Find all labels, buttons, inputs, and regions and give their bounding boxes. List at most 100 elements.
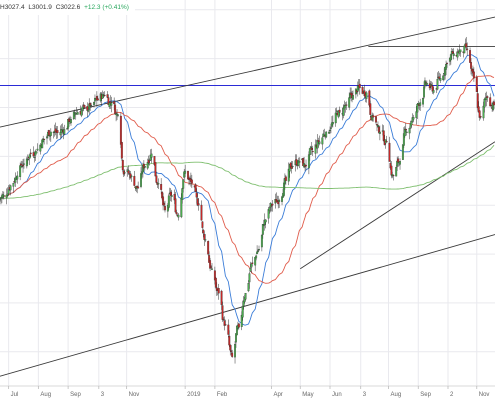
candle-down xyxy=(251,262,254,264)
candle-down xyxy=(190,179,193,184)
time-axis-label: Nov xyxy=(129,392,140,398)
candle-up xyxy=(422,98,425,105)
candle-down xyxy=(174,198,177,213)
candle-up xyxy=(283,182,285,196)
candle-up xyxy=(7,189,10,194)
candle-up xyxy=(288,164,291,172)
candle-up xyxy=(235,333,237,343)
candle-up xyxy=(167,195,170,208)
candle-up xyxy=(35,151,38,154)
candle-up xyxy=(170,195,173,197)
candle-down xyxy=(137,186,140,189)
candle-down xyxy=(162,196,165,206)
candle-up xyxy=(12,182,15,187)
candle-up xyxy=(66,128,69,130)
candle-up xyxy=(256,251,259,255)
candle-up xyxy=(41,139,44,149)
candle-up xyxy=(9,185,12,191)
candle-up xyxy=(297,159,300,166)
candle-up xyxy=(255,255,258,259)
candle-down xyxy=(209,260,212,269)
candle-down xyxy=(490,105,493,107)
candle-down xyxy=(479,116,482,118)
candle-up xyxy=(298,161,301,163)
candle-down xyxy=(213,270,216,281)
candle-up xyxy=(150,153,153,158)
candle-down xyxy=(375,116,377,123)
candle-up xyxy=(482,105,485,119)
time-axis-label: Jun xyxy=(332,392,342,398)
candle-up xyxy=(130,175,133,177)
candle-down xyxy=(466,48,469,50)
candle-down xyxy=(372,115,375,118)
candles xyxy=(0,36,495,364)
candle-down xyxy=(489,97,492,107)
time-axis-label: Sep xyxy=(420,392,431,398)
candle-down xyxy=(114,104,117,115)
candle-up xyxy=(331,122,334,125)
candle-up xyxy=(261,224,264,235)
candle-up xyxy=(211,268,213,270)
candle-up xyxy=(408,128,411,134)
candle-down xyxy=(203,233,206,240)
ohlc-change: +12.3 (+0.41%) xyxy=(84,4,129,11)
candle-down xyxy=(210,266,212,268)
candle-down xyxy=(47,130,50,136)
candle-up xyxy=(278,200,281,202)
candle-up xyxy=(405,131,408,133)
candle-down xyxy=(221,305,224,320)
candle-down xyxy=(22,164,24,167)
candle-down xyxy=(103,94,106,97)
candle-up xyxy=(335,110,338,112)
candle-down xyxy=(451,51,454,54)
candle-down xyxy=(83,105,86,108)
time-axis-label: Sep xyxy=(70,392,81,398)
candle-up xyxy=(483,98,486,108)
candle-down xyxy=(214,277,217,288)
candle-up xyxy=(123,172,126,174)
candle-down xyxy=(163,202,165,206)
candle-down xyxy=(120,142,123,159)
candle-up xyxy=(419,102,422,106)
candle-down xyxy=(133,175,136,186)
candle-down xyxy=(220,290,223,305)
candle-up xyxy=(23,163,25,165)
candle-down xyxy=(164,206,166,211)
candle-up xyxy=(268,207,271,211)
candle-down xyxy=(382,130,385,141)
ohlc-readout: H3027.4 L3001.9 C3022.6 +12.3 (+0.41%) xyxy=(0,1,135,15)
candle-down xyxy=(390,165,393,176)
candle-up xyxy=(93,102,95,105)
time-axis-label: Apr xyxy=(273,392,282,398)
candle-up xyxy=(325,131,328,138)
candle-down xyxy=(295,159,298,166)
candle-down xyxy=(229,344,232,351)
time-axis-label: Aug xyxy=(40,392,51,398)
candle-up xyxy=(16,175,19,180)
ma-50-line xyxy=(0,75,495,284)
candle-up xyxy=(314,144,317,154)
candle-up xyxy=(378,131,381,134)
candle-down xyxy=(202,229,205,234)
candle-up xyxy=(26,158,29,161)
candle-up xyxy=(180,197,183,218)
candle-up xyxy=(2,195,5,197)
candle-down xyxy=(230,350,233,352)
candle-up xyxy=(436,78,439,90)
candle-up xyxy=(356,85,359,92)
candle-down xyxy=(385,141,388,143)
candle-down xyxy=(56,130,59,134)
candle-up xyxy=(46,136,48,139)
candle-down xyxy=(476,93,479,109)
candle-up xyxy=(234,344,236,358)
candle-down xyxy=(222,319,225,321)
candle-up xyxy=(401,144,404,160)
candle-up xyxy=(184,170,187,174)
candle-up xyxy=(182,179,185,189)
candle-up xyxy=(73,112,76,114)
candle-up xyxy=(439,78,442,81)
candle-up xyxy=(452,53,455,56)
candle-down xyxy=(305,164,307,167)
